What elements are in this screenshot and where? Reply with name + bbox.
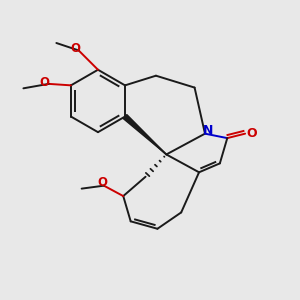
Text: O: O — [98, 176, 107, 189]
Text: O: O — [39, 76, 49, 89]
Text: O: O — [71, 42, 81, 56]
Text: N: N — [203, 124, 214, 136]
Text: O: O — [246, 127, 257, 140]
Polygon shape — [123, 115, 166, 154]
